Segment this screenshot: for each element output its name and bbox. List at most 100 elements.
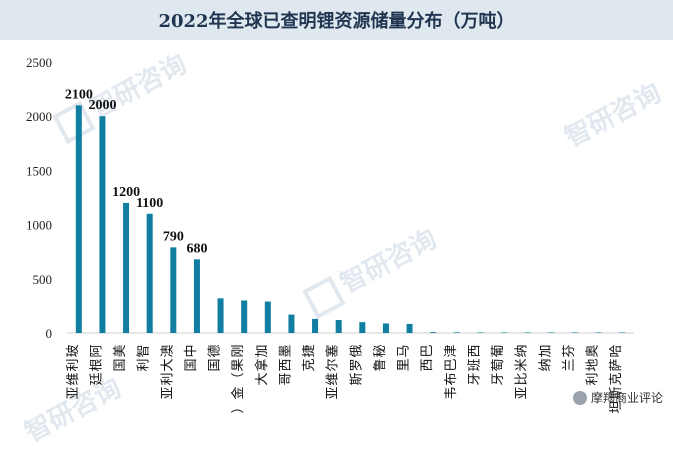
y-tick-label: 1500	[26, 163, 52, 178]
category-label: 纳	[538, 358, 553, 371]
category-label: 玻	[66, 344, 81, 357]
category-label: 根	[89, 358, 104, 371]
category-label: 大	[255, 372, 270, 385]
category-label: 比	[515, 372, 530, 385]
bar	[264, 301, 271, 333]
category-label: 智	[137, 344, 152, 357]
title-bar: 2022年全球已查明锂资源储量分布（万吨）	[0, 0, 673, 40]
chart-title: 2022年全球已查明锂资源储量分布（万吨）	[158, 11, 515, 32]
bar	[359, 322, 366, 333]
category-label: 加	[538, 344, 553, 357]
category-label: 塞	[325, 344, 341, 357]
category-label: 捷	[302, 344, 317, 357]
category-label: 马	[397, 344, 412, 357]
bar	[501, 332, 508, 333]
category-label: 地	[586, 358, 601, 371]
category-label: 韦	[444, 386, 459, 399]
category-label: 尔	[326, 358, 341, 371]
category-label: 牙	[491, 372, 506, 385]
category-label: 俄	[349, 344, 364, 357]
category-label: 葡	[491, 344, 506, 357]
category-label: 津	[444, 344, 459, 357]
category-label: 布	[444, 372, 459, 385]
category-label: 秘	[373, 344, 388, 357]
category-label: 维	[66, 372, 81, 385]
bar	[146, 213, 153, 333]
category-label: 墨	[278, 344, 293, 357]
category-label: 兰	[562, 358, 577, 371]
category-label: 巴	[420, 344, 435, 357]
y-tick-label: 2000	[26, 109, 52, 124]
category-label: 刚	[231, 344, 246, 357]
category-label: 加	[255, 344, 270, 357]
category-label: 坦	[609, 400, 624, 413]
category-label: 德	[208, 344, 223, 357]
category-label: 果	[231, 358, 246, 371]
category-label: 澳	[159, 344, 175, 357]
category-label: 米	[515, 358, 530, 371]
bar	[595, 332, 602, 333]
category-label: 哈	[609, 344, 624, 357]
bar	[477, 332, 484, 333]
category-label: 芬	[562, 344, 577, 357]
bar	[99, 116, 106, 333]
category-label: 牙	[467, 372, 482, 385]
bar	[312, 318, 319, 333]
category-label: 班	[467, 358, 482, 371]
bar	[619, 332, 626, 333]
category-label: 萄	[491, 358, 506, 371]
data-label: 680	[186, 241, 207, 256]
category-label: 亚	[66, 386, 81, 399]
bar	[288, 314, 295, 333]
bar	[571, 332, 578, 333]
category-label: 阿	[89, 344, 104, 357]
data-label: 2100	[65, 87, 93, 102]
category-label: 美	[113, 344, 128, 357]
bar	[430, 332, 437, 333]
bar	[170, 247, 177, 333]
category-label: 国	[113, 358, 128, 371]
category-label: 国	[184, 358, 199, 371]
category-label: ）	[231, 400, 246, 413]
category-label: 金	[230, 386, 246, 399]
category-label: 亚	[326, 386, 341, 399]
wechat-logo-icon	[572, 390, 587, 405]
y-tick-label: 0	[46, 326, 53, 341]
category-label: 罗	[349, 358, 364, 371]
category-label: 利	[160, 372, 175, 385]
bar	[217, 298, 224, 333]
footer-brand: 摩羯商业评论	[572, 389, 663, 406]
category-label: 克	[302, 358, 317, 371]
y-tick-label: 500	[33, 272, 53, 287]
category-label: 纳	[515, 344, 530, 357]
category-label: 拿	[254, 358, 270, 371]
category-label: 斯	[349, 372, 364, 385]
category-label: 克	[609, 372, 624, 385]
category-label: 哥	[278, 372, 293, 385]
category-label: 利	[137, 358, 152, 371]
bar	[241, 300, 248, 333]
category-label: 巴	[444, 358, 459, 371]
category-label: （	[231, 372, 246, 385]
chart-area: 050010001500200025002100玻利维亚2000阿根廷1200美…	[26, 55, 634, 414]
category-label: 大	[160, 358, 175, 371]
category-label: 国	[208, 358, 223, 371]
category-label: 利	[586, 372, 601, 385]
bar	[123, 202, 130, 333]
category-label: 西	[420, 358, 435, 371]
category-label: 斯	[609, 386, 624, 399]
category-label: 鲁	[373, 358, 388, 371]
bar	[75, 105, 82, 333]
category-label: 里	[397, 358, 412, 371]
category-label: 奥	[586, 344, 601, 357]
category-label: 亚	[515, 386, 530, 399]
y-tick-label: 2500	[26, 55, 52, 70]
bar	[548, 332, 555, 333]
category-label: 中	[184, 344, 199, 357]
category-label: 西	[278, 358, 293, 371]
data-label: 1200	[112, 185, 140, 200]
y-tick-label: 1000	[26, 218, 52, 233]
category-label: 亚	[160, 386, 175, 399]
category-label: 利	[66, 358, 81, 371]
category-label: 廷	[89, 372, 104, 385]
